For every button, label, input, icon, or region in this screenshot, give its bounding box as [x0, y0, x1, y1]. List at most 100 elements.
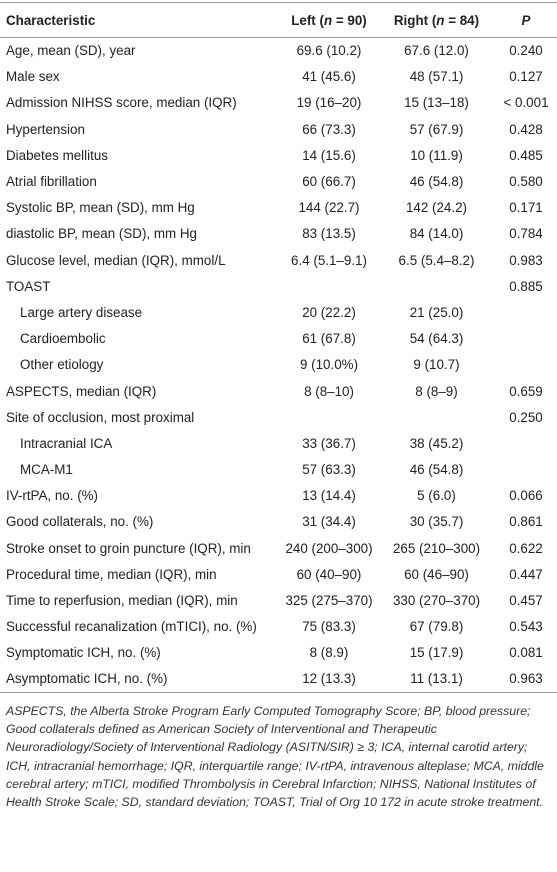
cell: < 0.001 [503, 95, 549, 111]
table-header: Characteristic Left (n = 90) Right (n = 84… [0, 2, 557, 38]
footnote: ASPECTS, the Alberta Stroke Program Earl… [6, 703, 544, 810]
row-label: Time to reperfusion, median (IQR), min [6, 593, 238, 609]
cell [378, 404, 495, 430]
cell: 0.861 [509, 514, 543, 530]
cell: 6.4 (5.1–9.1) [291, 252, 367, 268]
cell: 31 (34.4) [302, 514, 356, 530]
cell: 84 (14.0) [409, 226, 464, 242]
cell: 325 (275–370) [285, 593, 373, 609]
table-row: Glucose level, median (IQR), mmol/L 6.4 (… [0, 247, 557, 273]
cell [495, 299, 557, 325]
row-label: ASPECTS, median (IQR) [6, 383, 157, 399]
cell: 48 (57.1) [409, 69, 464, 85]
cell: 0.580 [509, 174, 543, 190]
row-label: Male sex [6, 69, 60, 85]
cell: 0.447 [509, 566, 543, 582]
row-label: Stroke onset to groin puncture (IQR), mi… [6, 540, 251, 556]
row-label: Site of occlusion, most proximal [6, 409, 195, 425]
cell: 15 (17.9) [409, 645, 464, 661]
row-label: Good collaterals, no. (%) [6, 514, 154, 530]
table-row: diastolic BP, mean (SD), mm Hg 83 (13.5) 8… [0, 221, 557, 247]
cell: 0.983 [509, 252, 543, 268]
cell: 67 (79.8) [409, 619, 464, 635]
cell: 46 (54.8) [409, 462, 464, 478]
table-row: IV-rtPA, no. (%) 13 (14.4) 5 (6.0) 0.066 [0, 483, 557, 509]
cell: 11 (13.1) [378, 666, 495, 693]
row-label: Intracranial ICA [20, 435, 113, 451]
cell: 144 (22.7) [298, 200, 360, 216]
cell [495, 352, 557, 378]
header-text: n [323, 12, 333, 28]
table-row: Intracranial ICA 33 (36.7) 38 (45.2) [0, 430, 557, 456]
table-row: Good collaterals, no. (%) 31 (34.4) 30 (35… [0, 509, 557, 535]
cell: 83 (13.5) [302, 226, 356, 242]
table-row: ASPECTS, median (IQR) 8 (8–10) 8 (8–9) 0.65… [0, 378, 557, 404]
cell: 0.081 [509, 645, 543, 661]
row-label: Glucose level, median (IQR), mmol/L [6, 252, 226, 268]
table-row: MCA-M1 57 (63.3) 46 (54.8) [0, 457, 557, 483]
cell: 41 (45.6) [302, 69, 356, 85]
header-text: Right ( [393, 12, 437, 28]
row-label: diastolic BP, mean (SD), mm Hg [6, 226, 197, 242]
cell: 0.543 [509, 619, 543, 635]
cell: 19 (16–20) [296, 95, 362, 111]
cell: 60 (40–90) [296, 566, 362, 582]
cell: 5 (6.0) [417, 488, 456, 504]
row-label: Asymptomatic ICH, no. (%) [0, 666, 280, 693]
cell: 0.428 [509, 121, 543, 137]
row-label: Symptomatic ICH, no. (%) [6, 645, 161, 661]
table-row: Age, mean (SD), year 69.6 (10.2) 67.6 (12.… [0, 38, 557, 64]
cell: 15 (13–18) [404, 95, 469, 111]
table-row: Other etiology 9 (10.0%) 9 (10.7) [0, 352, 557, 378]
cell: 60 (66.7) [302, 174, 356, 190]
cell: 0.066 [509, 488, 543, 504]
cell: 8 (8–10) [304, 383, 354, 399]
table-row: Diabetes mellitus 14 (15.6) 10 (11.9) 0.485 [0, 142, 557, 168]
cell: 66 (73.3) [302, 121, 356, 137]
cell: 57 (63.3) [302, 462, 356, 478]
cell: 54 (64.3) [409, 331, 464, 347]
row-label: Large artery disease [20, 304, 143, 320]
row-label: Diabetes mellitus [6, 147, 108, 163]
table-row: Procedural time, median (IQR), min 60 (40… [0, 561, 557, 587]
cell: 13 (14.4) [302, 488, 356, 504]
cell: 75 (83.3) [302, 619, 356, 635]
row-label: Atrial fibrillation [6, 174, 97, 190]
row-label: MCA-M1 [20, 462, 73, 478]
header-cell: Right (n = 84) [378, 2, 495, 38]
cell: 57 (67.9) [409, 121, 464, 137]
header-text: n [436, 12, 445, 28]
header-text: = 90) [332, 12, 367, 28]
cell: 0.127 [509, 69, 543, 85]
cell: 0.457 [509, 593, 543, 609]
row-label: Admission NIHSS score, median (IQR) [6, 95, 237, 111]
cell: 0.240 [509, 43, 543, 59]
table-row: Male sex 41 (45.6) 48 (57.1) 0.127 [0, 64, 557, 90]
cell: 33 (36.7) [302, 435, 356, 451]
header-text: P [521, 12, 531, 28]
header-text: Characteristic [6, 12, 96, 28]
data-table: Characteristic Left (n = 90) Right (n = 84… [0, 2, 557, 693]
row-label: Procedural time, median (IQR), min [6, 566, 217, 582]
cell: 30 (35.7) [409, 514, 464, 530]
cell: 14 (15.6) [302, 147, 356, 163]
cell: 0.784 [509, 226, 543, 242]
cell: 8 (8–9) [415, 383, 458, 399]
cell: 0.885 [509, 278, 543, 294]
cell [495, 457, 557, 483]
header-cell: Characteristic [0, 2, 280, 38]
cell [495, 430, 557, 456]
cell: 20 (22.2) [302, 304, 356, 320]
cell: 6.5 (5.4–8.2) [398, 252, 475, 268]
cell: 46 (54.8) [409, 174, 464, 190]
cell [495, 326, 557, 352]
row-label: Hypertension [6, 121, 85, 137]
cell: 240 (200–300) [285, 540, 373, 556]
cell: 330 (270–370) [392, 593, 481, 609]
table-row: TOAST 0.885 [0, 273, 557, 299]
table-row: Successful recanalization (mTICI), no. (… [0, 614, 557, 640]
table-row: Atrial fibrillation 60 (66.7) 46 (54.8) 0.5… [0, 168, 557, 194]
cell: 0.250 [509, 409, 543, 425]
cell: 265 (210–300) [392, 540, 481, 556]
